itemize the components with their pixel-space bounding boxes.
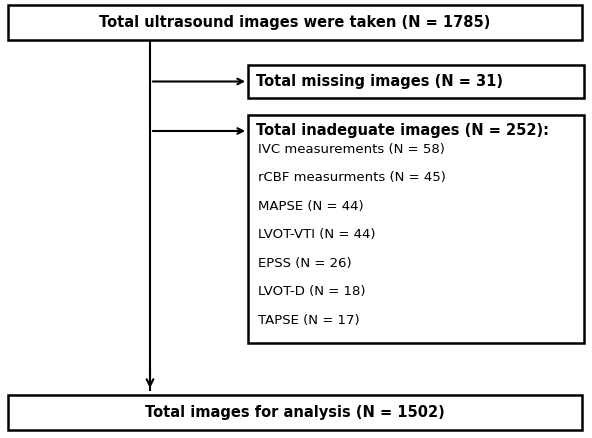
Text: MAPSE (N = 44): MAPSE (N = 44) (258, 200, 363, 212)
Text: LVOT-D (N = 18): LVOT-D (N = 18) (258, 286, 365, 298)
Text: Total missing images (N = 31): Total missing images (N = 31) (256, 74, 503, 89)
Text: Total inadeguate images (N = 252):: Total inadeguate images (N = 252): (256, 124, 549, 138)
Text: Total ultrasound images were taken (N = 1785): Total ultrasound images were taken (N = … (99, 15, 491, 30)
Text: TAPSE (N = 17): TAPSE (N = 17) (258, 314, 359, 327)
Text: Total images for analysis (N = 1502): Total images for analysis (N = 1502) (145, 405, 445, 420)
FancyBboxPatch shape (248, 115, 584, 343)
Text: IVC measurements (N = 58): IVC measurements (N = 58) (258, 142, 445, 155)
FancyBboxPatch shape (8, 5, 582, 40)
Text: LVOT-VTI (N = 44): LVOT-VTI (N = 44) (258, 228, 375, 241)
Text: EPSS (N = 26): EPSS (N = 26) (258, 257, 352, 270)
FancyBboxPatch shape (248, 65, 584, 98)
FancyBboxPatch shape (8, 395, 582, 430)
Text: rCBF measurments (N = 45): rCBF measurments (N = 45) (258, 171, 446, 184)
